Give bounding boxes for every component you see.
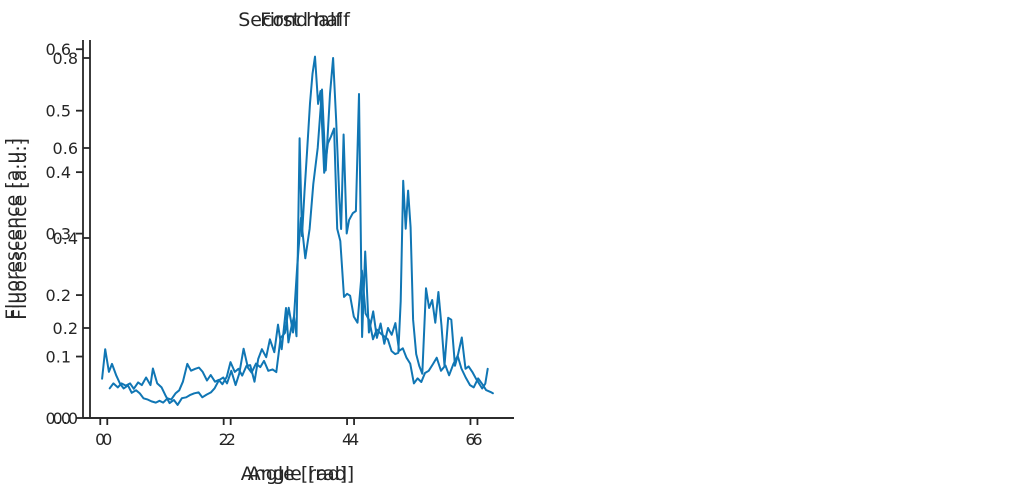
y-tick-label: 0.0 — [53, 409, 78, 428]
y-tick-label: 0.8 — [53, 49, 78, 68]
data-line — [108, 57, 494, 406]
y-tick-label: 0.4 — [53, 229, 78, 248]
y-tick-label: 0.0 — [46, 409, 71, 428]
x-axis-label: Angle [rad] — [248, 463, 354, 485]
y-tick-label: 0.1 — [46, 348, 71, 367]
x-tick-label: 2 — [219, 430, 229, 449]
data-line — [101, 55, 489, 404]
x-tick-label: 2 — [226, 430, 236, 449]
y-tick-label: 0.4 — [46, 163, 71, 182]
x-tick-label: 4 — [342, 430, 352, 449]
y-tick-label: 0.6 — [46, 40, 71, 59]
first-half-chart: 0 2 4 6 0.0 0.2 0.4 0.6 0.8 First half Angle [rad]… — [0, 0, 514, 498]
x-tick-label: 0 — [95, 430, 105, 449]
x-axis-label: Angle [rad] — [241, 463, 347, 485]
second-half-chart: 0 2 4 6 0.0 0.1 0.2 0.3 0.4 0.5 0.6 Second half Angl… — [0, 0, 514, 498]
x-tick-label: 4 — [349, 430, 359, 449]
y-axis-label: Fluorescence [a.u.] — [2, 138, 24, 320]
panel-title: Second half — [238, 9, 351, 31]
x-tick-label: 0 — [102, 430, 112, 449]
panel-title: First half — [260, 9, 343, 31]
y-tick-label: 0.2 — [53, 319, 78, 338]
y-tick-label: 0.2 — [46, 286, 71, 305]
y-tick-label: 0.6 — [53, 139, 78, 158]
x-tick-label: 6 — [472, 430, 482, 449]
y-axis-label: Fluorescence [a.u.] — [9, 138, 31, 320]
y-tick-label: 0.3 — [46, 225, 71, 244]
y-tick-label: 0.5 — [46, 102, 71, 121]
x-tick-label: 6 — [465, 430, 475, 449]
